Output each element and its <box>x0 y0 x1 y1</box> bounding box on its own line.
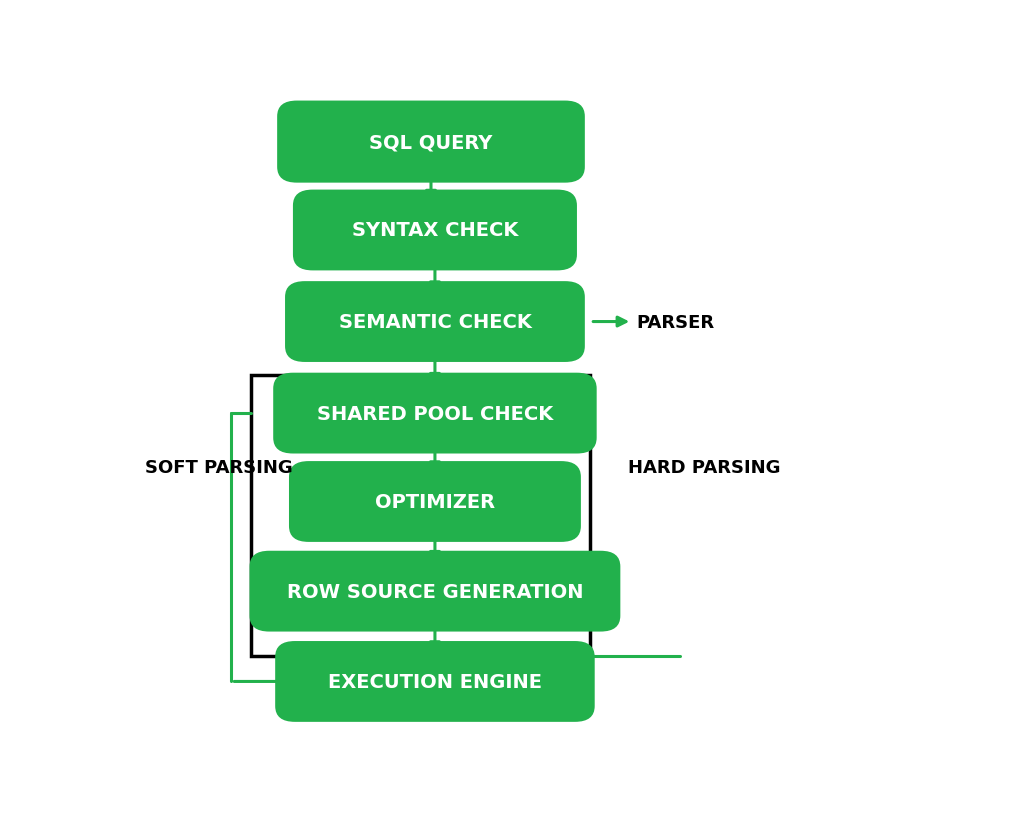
Text: SQL QUERY: SQL QUERY <box>370 133 493 152</box>
Text: EXECUTION ENGINE: EXECUTION ENGINE <box>328 672 542 691</box>
Text: PARSER: PARSER <box>636 313 715 331</box>
FancyBboxPatch shape <box>285 282 585 363</box>
FancyBboxPatch shape <box>273 373 597 454</box>
Text: SOFT PARSING: SOFT PARSING <box>145 458 292 476</box>
FancyBboxPatch shape <box>277 102 585 183</box>
FancyBboxPatch shape <box>293 190 577 271</box>
FancyBboxPatch shape <box>249 551 620 631</box>
FancyBboxPatch shape <box>275 641 595 722</box>
Text: HARD PARSING: HARD PARSING <box>628 458 781 476</box>
Text: SHARED POOL CHECK: SHARED POOL CHECK <box>317 404 553 423</box>
Text: SYNTAX CHECK: SYNTAX CHECK <box>352 221 518 240</box>
Text: ROW SOURCE GENERATION: ROW SOURCE GENERATION <box>287 582 583 601</box>
Text: SEMANTIC CHECK: SEMANTIC CHECK <box>339 313 531 332</box>
Text: OPTIMIZER: OPTIMIZER <box>375 492 495 511</box>
FancyBboxPatch shape <box>289 462 581 542</box>
